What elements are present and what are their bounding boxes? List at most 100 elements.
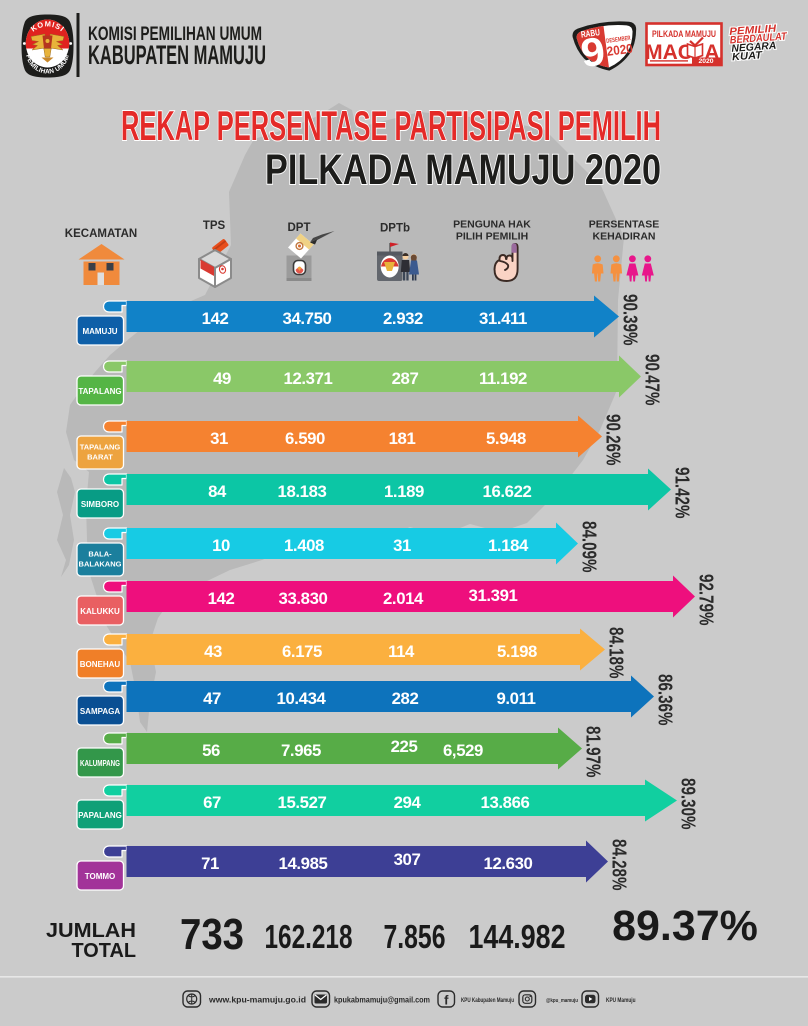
svg-text:49: 49: [213, 369, 231, 388]
svg-text:90.26%: 90.26%: [602, 414, 624, 466]
svg-text:PILKADA MAMUJU 2020: PILKADA MAMUJU 2020: [265, 146, 661, 194]
svg-text:2.932: 2.932: [383, 309, 423, 328]
svg-text:181: 181: [389, 429, 416, 448]
svg-text:5.948: 5.948: [486, 429, 526, 448]
svg-text:34.750: 34.750: [283, 309, 332, 328]
svg-text:31: 31: [210, 429, 228, 448]
svg-text:KALUKKU: KALUKKU: [80, 607, 120, 616]
svg-text:33.830: 33.830: [279, 589, 328, 608]
svg-text:www.kpu-mamuju.go.id: www.kpu-mamuju.go.id: [208, 996, 306, 1005]
svg-text:PILIH PEMILIH: PILIH PEMILIH: [456, 231, 528, 243]
svg-text:67: 67: [203, 793, 221, 812]
svg-text:2020: 2020: [698, 58, 713, 65]
svg-text:TPS: TPS: [203, 220, 226, 232]
svg-text:REKAP PERSENTASE PARTISIPASI P: REKAP PERSENTASE PARTISIPASI PEMILIH: [121, 102, 661, 149]
svg-text:KPU Mamuju: KPU Mamuju: [606, 997, 636, 1004]
svg-text:84: 84: [208, 482, 227, 501]
svg-text:PILKADA MAMUJU: PILKADA MAMUJU: [652, 29, 716, 40]
svg-text:282: 282: [392, 689, 419, 708]
svg-text:BARAT: BARAT: [87, 453, 113, 462]
svg-text:31.391: 31.391: [469, 586, 518, 605]
svg-text:12.371: 12.371: [284, 369, 333, 388]
svg-text:2020: 2020: [606, 41, 634, 59]
svg-text:733: 733: [180, 910, 244, 959]
svg-text:2.014: 2.014: [383, 589, 424, 608]
svg-text:14.985: 14.985: [279, 854, 328, 873]
svg-text:287: 287: [392, 369, 419, 388]
svg-text:DESEMBER: DESEMBER: [606, 35, 632, 45]
svg-text:15.527: 15.527: [278, 793, 327, 812]
svg-text:PENGUNA HAK: PENGUNA HAK: [453, 219, 531, 231]
svg-text:81.97%: 81.97%: [582, 726, 604, 778]
svg-text:KECAMATAN: KECAMATAN: [65, 228, 137, 240]
svg-text:6,529: 6,529: [443, 741, 483, 760]
svg-text:BONEHAU: BONEHAU: [80, 660, 121, 669]
svg-text:RABU: RABU: [580, 27, 600, 39]
svg-text:SAMPAGA: SAMPAGA: [80, 707, 121, 716]
svg-text:16.622: 16.622: [483, 482, 532, 501]
svg-text:BALA-: BALA-: [88, 550, 112, 559]
svg-text:6.175: 6.175: [282, 642, 322, 661]
svg-text:307: 307: [394, 850, 421, 869]
svg-text:9: 9: [578, 29, 608, 76]
svg-text:PEMILIH: PEMILIH: [729, 23, 777, 38]
svg-text:142: 142: [202, 309, 229, 328]
svg-text:13.866: 13.866: [481, 793, 530, 812]
svg-text:TOTAL: TOTAL: [72, 939, 137, 962]
svg-text:225: 225: [391, 737, 418, 756]
svg-text:MAMUJU: MAMUJU: [82, 327, 117, 336]
svg-text:11.192: 11.192: [479, 369, 527, 388]
svg-text:7.965: 7.965: [281, 741, 321, 760]
svg-text:84.18%: 84.18%: [605, 627, 627, 679]
svg-text:5.198: 5.198: [497, 642, 537, 661]
svg-text:47: 47: [203, 689, 221, 708]
svg-text:MAC: MAC: [645, 41, 693, 64]
svg-text:86.36%: 86.36%: [654, 674, 676, 726]
svg-text:114: 114: [388, 642, 415, 661]
svg-text:DPTb: DPTb: [380, 223, 410, 235]
svg-text:TOMMO: TOMMO: [85, 872, 116, 881]
svg-text:BERDAULAT: BERDAULAT: [729, 30, 788, 46]
svg-text:89.37%: 89.37%: [612, 902, 758, 950]
svg-text:31.411: 31.411: [479, 309, 527, 328]
svg-text:84.09%: 84.09%: [578, 521, 600, 573]
svg-text:JUMLAH: JUMLAH: [46, 919, 136, 942]
svg-text:TAPALANG: TAPALANG: [78, 387, 121, 396]
svg-text:92.79%: 92.79%: [695, 574, 717, 626]
svg-text:1.184: 1.184: [488, 536, 529, 555]
svg-text:43: 43: [204, 642, 222, 661]
svg-text:84.28%: 84.28%: [608, 839, 630, 891]
svg-text:18.183: 18.183: [278, 482, 327, 501]
svg-text:10.434: 10.434: [277, 689, 327, 708]
svg-text:71: 71: [201, 854, 219, 873]
svg-text:144.982: 144.982: [469, 918, 566, 955]
svg-text:9.011: 9.011: [496, 689, 535, 708]
svg-text:142: 142: [208, 589, 235, 608]
svg-text:90.47%: 90.47%: [641, 354, 663, 406]
svg-text:1.408: 1.408: [284, 536, 324, 555]
svg-text:91.42%: 91.42%: [671, 467, 693, 519]
svg-text:KPU Kabupaten Mamuju: KPU Kabupaten Mamuju: [461, 997, 514, 1004]
svg-text:1.189: 1.189: [384, 482, 424, 501]
svg-text:kpukabmamuju@gmail.com: kpukabmamuju@gmail.com: [334, 996, 430, 1005]
svg-text:@kpu_mamuju: @kpu_mamuju: [546, 998, 578, 1004]
svg-text:12.630: 12.630: [484, 854, 533, 873]
svg-text:31: 31: [393, 536, 411, 555]
svg-text:6.590: 6.590: [285, 429, 325, 448]
svg-text:294: 294: [394, 793, 422, 812]
svg-text:KABUPATEN MAMUJU: KABUPATEN MAMUJU: [88, 40, 266, 70]
svg-text:KUAT: KUAT: [732, 49, 764, 63]
svg-text:7.856: 7.856: [384, 918, 446, 955]
svg-text:90.39%: 90.39%: [619, 294, 641, 346]
svg-text:10: 10: [212, 536, 230, 555]
svg-text:KEHADIRAN: KEHADIRAN: [593, 231, 656, 243]
svg-text:TAPALANG: TAPALANG: [80, 443, 121, 452]
svg-text:SIMBORO: SIMBORO: [81, 500, 119, 509]
svg-text:KALUMPANG: KALUMPANG: [80, 759, 120, 768]
svg-text:KOMISI PEMILIHAN UMUM: KOMISI PEMILIHAN UMUM: [88, 24, 262, 45]
svg-text:162.218: 162.218: [265, 918, 353, 955]
svg-text:PAPALANG: PAPALANG: [78, 811, 122, 820]
svg-text:DPT: DPT: [288, 222, 311, 234]
svg-text:f: f: [444, 993, 449, 1008]
svg-text:BALAKANG: BALAKANG: [79, 560, 122, 569]
